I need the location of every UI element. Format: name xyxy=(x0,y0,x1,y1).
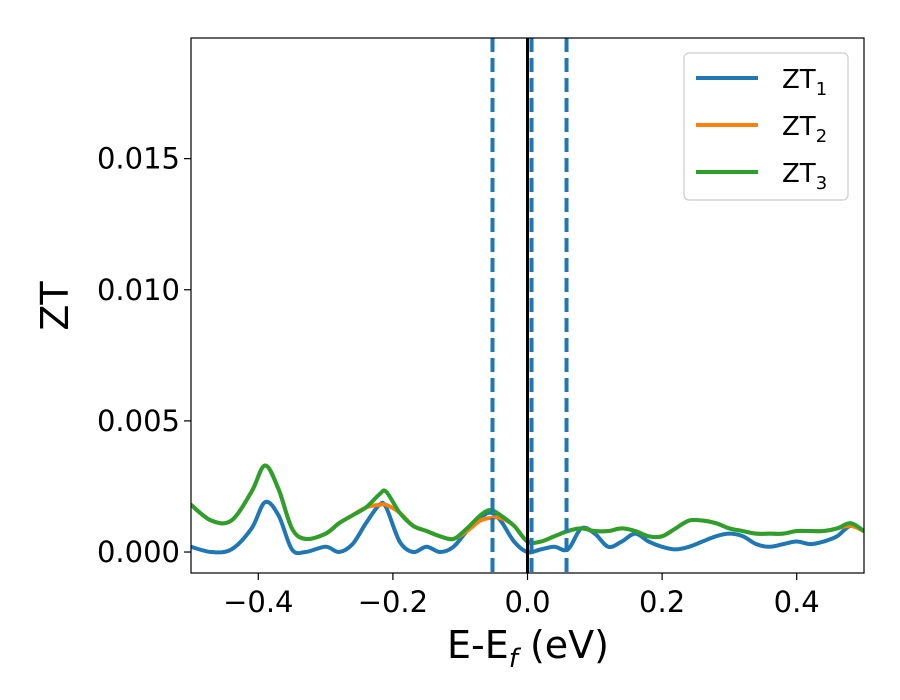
x-axis-title-tail: (eV) xyxy=(518,623,609,667)
legend-label-zt3: ZT3 xyxy=(782,159,827,194)
y-tick-label: 0.015 xyxy=(97,142,180,176)
x-tick-label: 0.4 xyxy=(774,585,820,619)
x-tick-label: 0.2 xyxy=(639,585,685,619)
series-line-zt1 xyxy=(191,499,864,556)
legend-label-zt2: ZT2 xyxy=(782,112,827,147)
x-axis-title: E-Ef (eV) xyxy=(447,623,609,674)
y-tick-label: 0.000 xyxy=(97,535,180,569)
x-axis-title-main: E-E xyxy=(447,623,509,667)
y-tick-label: 0.010 xyxy=(97,273,180,307)
y-axis-title: ZT xyxy=(33,281,77,331)
y-tick-label: 0.005 xyxy=(97,404,180,438)
series-line-zt3 xyxy=(191,463,864,545)
legend-label-zt1: ZT1 xyxy=(782,65,827,100)
x-tick-label: −0.2 xyxy=(358,585,428,619)
x-tick-label: −0.4 xyxy=(223,585,293,619)
legend: ZT1 ZT2 ZT3 xyxy=(683,52,849,201)
x-tick-label: 0.0 xyxy=(504,585,550,619)
legend-box xyxy=(683,52,849,201)
